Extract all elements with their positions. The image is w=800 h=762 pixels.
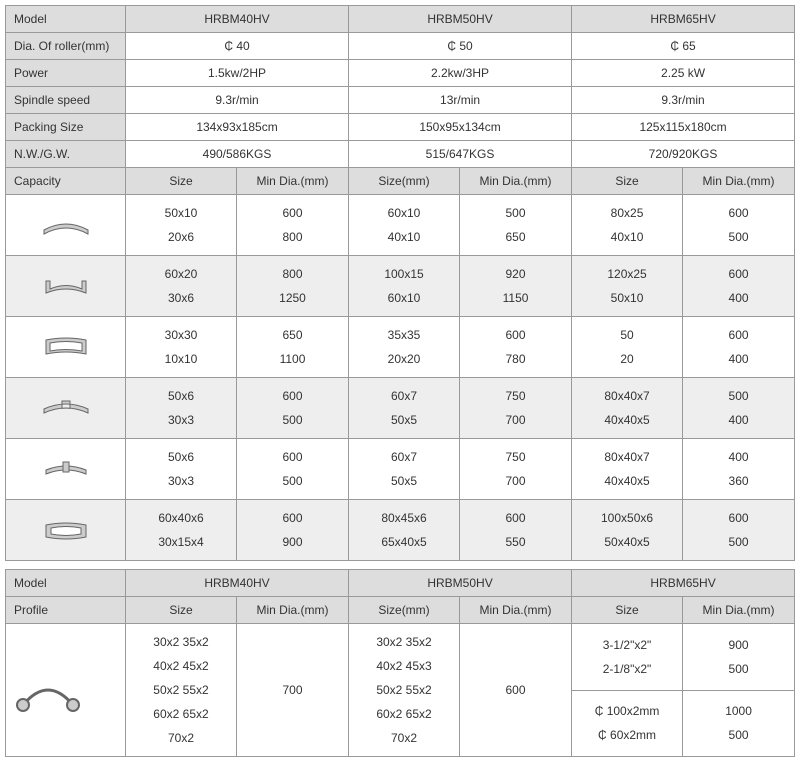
dia-2: ₵ 50	[349, 33, 572, 60]
cap-cell: 400360	[683, 439, 795, 500]
dia-3: ₵ 65	[572, 33, 795, 60]
th-size2: Size(mm)	[349, 168, 460, 195]
th-power: Power	[6, 60, 126, 87]
p-c1s: 30x2 35x240x2 45x250x2 55x260x2 65x270x2	[126, 624, 237, 757]
cap-cell: 600500	[237, 378, 349, 439]
t2-profile: Profile	[6, 597, 126, 624]
spec-table: Model HRBM40HV HRBM50HV HRBM65HV Dia. Of…	[5, 5, 795, 561]
cap-cell: 35x3520x20	[349, 317, 460, 378]
t2-s2: Size(mm)	[349, 597, 460, 624]
th-m1: HRBM40HV	[126, 6, 349, 33]
angle-icon	[6, 378, 126, 439]
th-min3: Min Dia.(mm)	[683, 168, 795, 195]
square-tube-icon	[6, 317, 126, 378]
cap-cell: 6501100	[237, 317, 349, 378]
t2-s3: Size	[572, 597, 683, 624]
th-min1: Min Dia.(mm)	[237, 168, 349, 195]
cap-cell: 600900	[237, 500, 349, 561]
cap-cell: 60x40x630x15x4	[126, 500, 237, 561]
cap-cell: 750700	[460, 378, 572, 439]
cap-cell: 80x2540x10	[572, 195, 683, 256]
nw-2: 515/647KGS	[349, 141, 572, 168]
cap-cell: 600550	[460, 500, 572, 561]
profile-table: Model HRBM40HV HRBM50HV HRBM65HV Profile…	[5, 569, 795, 757]
t2-m3: HRBM65HV	[572, 570, 795, 597]
pow-3: 2.25 kW	[572, 60, 795, 87]
p-c2s: 30x2 35x240x2 45x350x2 55x260x2 65x270x2	[349, 624, 460, 757]
nw-3: 720/920KGS	[572, 141, 795, 168]
p-c3bs: ₵ 100x2mm₵ 60x2mm	[572, 690, 683, 757]
th-pack: Packing Size	[6, 114, 126, 141]
th-m3: HRBM65HV	[572, 6, 795, 33]
p-c2m: 600	[460, 624, 572, 757]
th-model: Model	[6, 6, 126, 33]
th-size1: Size	[126, 168, 237, 195]
cap-cell: 120x2550x10	[572, 256, 683, 317]
th-size3: Size	[572, 168, 683, 195]
pow-1: 1.5kw/2HP	[126, 60, 349, 87]
cap-cell: 600400	[683, 256, 795, 317]
channel-icon	[6, 256, 126, 317]
sp-3: 9.3r/min	[572, 87, 795, 114]
cap-cell: 30x3010x10	[126, 317, 237, 378]
t2-m2: HRBM50HV	[349, 570, 572, 597]
t2-d1: Min Dia.(mm)	[237, 597, 349, 624]
cap-cell: 9201150	[460, 256, 572, 317]
th-nwgw: N.W./G.W.	[6, 141, 126, 168]
th-cap: Capacity	[6, 168, 126, 195]
pk-2: 150x95x134cm	[349, 114, 572, 141]
cap-cell: 750700	[460, 439, 572, 500]
cap-cell: 600500	[683, 500, 795, 561]
cap-cell: 60x1040x10	[349, 195, 460, 256]
cap-cell: 8001250	[237, 256, 349, 317]
cap-cell: 5020	[572, 317, 683, 378]
t2-d3: Min Dia.(mm)	[683, 597, 795, 624]
pk-1: 134x93x185cm	[126, 114, 349, 141]
cap-cell: 600800	[237, 195, 349, 256]
p-c3am: 900500	[683, 624, 795, 691]
p-c3as: 3-1/2"x2"2-1/8"x2"	[572, 624, 683, 691]
cap-cell: 60x750x5	[349, 439, 460, 500]
cap-cell: 600500	[237, 439, 349, 500]
sp-2: 13r/min	[349, 87, 572, 114]
dia-1: ₵ 40	[126, 33, 349, 60]
p-c3bm: 1000500	[683, 690, 795, 757]
cap-cell: 600500	[683, 195, 795, 256]
cap-cell: 60x2030x6	[126, 256, 237, 317]
pow-2: 2.2kw/3HP	[349, 60, 572, 87]
p-c1m: 700	[237, 624, 349, 757]
th-speed: Spindle speed	[6, 87, 126, 114]
pipe-icon	[6, 624, 126, 757]
rect-tube-icon	[6, 500, 126, 561]
t2-m1: HRBM40HV	[126, 570, 349, 597]
cap-cell: 100x1560x10	[349, 256, 460, 317]
cap-cell: 500650	[460, 195, 572, 256]
cap-cell: 80x45x665x40x5	[349, 500, 460, 561]
nw-1: 490/586KGS	[126, 141, 349, 168]
cap-cell: 100x50x650x40x5	[572, 500, 683, 561]
sp-1: 9.3r/min	[126, 87, 349, 114]
cap-cell: 80x40x740x40x5	[572, 439, 683, 500]
cap-cell: 600400	[683, 317, 795, 378]
t2-model: Model	[6, 570, 126, 597]
cap-cell: 50x1020x6	[126, 195, 237, 256]
t2-d2: Min Dia.(mm)	[460, 597, 572, 624]
tee-icon	[6, 439, 126, 500]
th-m2: HRBM50HV	[349, 6, 572, 33]
cap-cell: 600780	[460, 317, 572, 378]
th-min2: Min Dia.(mm)	[460, 168, 572, 195]
cap-cell: 50x630x3	[126, 439, 237, 500]
flat-bar-icon	[6, 195, 126, 256]
t2-s1: Size	[126, 597, 237, 624]
th-dia: Dia. Of roller(mm)	[6, 33, 126, 60]
cap-cell: 80x40x740x40x5	[572, 378, 683, 439]
cap-cell: 60x750x5	[349, 378, 460, 439]
cap-cell: 50x630x3	[126, 378, 237, 439]
pk-3: 125x115x180cm	[572, 114, 795, 141]
cap-cell: 500400	[683, 378, 795, 439]
